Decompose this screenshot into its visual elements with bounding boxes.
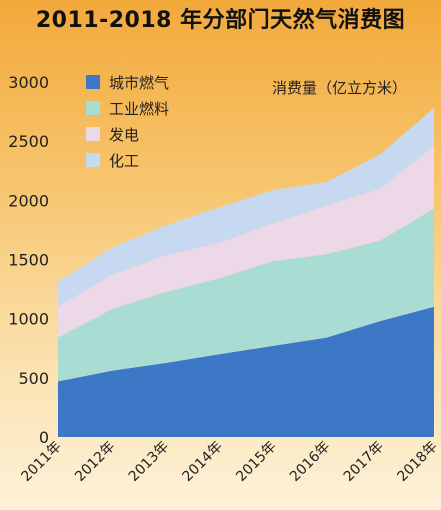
area-series-0 xyxy=(58,306,434,437)
legend-swatch-0 xyxy=(86,75,100,89)
legend-swatch-1 xyxy=(86,101,100,115)
chart-title: 2011-2018 年分部门天然气消费图 xyxy=(35,8,406,33)
legend-label-0: 城市燃气 xyxy=(109,74,169,92)
x-tick-label: 2012年 xyxy=(72,439,118,485)
x-tick-label: 2016年 xyxy=(287,439,333,485)
y-tick-label: 1000 xyxy=(8,310,49,329)
legend-label-2: 发电 xyxy=(109,126,139,144)
legend-swatch-2 xyxy=(86,127,100,141)
y-tick-label: 500 xyxy=(18,369,49,388)
x-tick-label: 2014年 xyxy=(180,439,226,485)
unit-label: 消费量（亿立方米） xyxy=(272,79,407,97)
x-tick-label: 2017年 xyxy=(341,439,387,485)
x-tick-label: 2013年 xyxy=(126,439,172,485)
x-tick-label: 2018年 xyxy=(394,439,440,485)
area-series-3 xyxy=(58,108,434,307)
y-tick-label: 0 xyxy=(39,428,49,447)
legend-label-1: 工业燃料 xyxy=(109,100,169,118)
area-series-1 xyxy=(58,208,434,382)
legend-label-3: 化工 xyxy=(109,152,139,170)
x-tick-label: 2015年 xyxy=(233,439,279,485)
areas-layer xyxy=(58,108,434,437)
y-tick-label: 2500 xyxy=(8,132,49,151)
area-series-2 xyxy=(58,145,434,338)
y-tick-label: 3000 xyxy=(8,73,49,92)
y-tick-label: 2000 xyxy=(8,191,49,210)
legend-swatch-3 xyxy=(86,153,100,167)
y-tick-label: 1500 xyxy=(8,251,49,270)
